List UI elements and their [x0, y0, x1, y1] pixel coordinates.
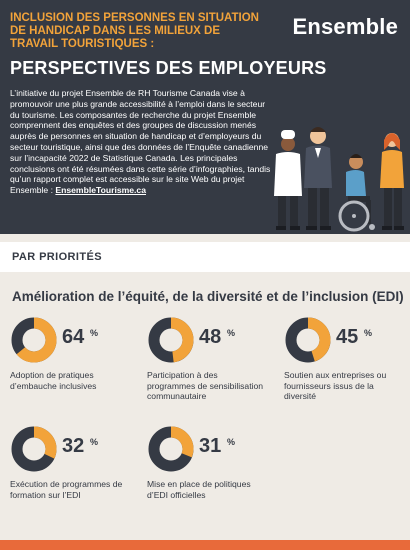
stat-item: 64 % Adoption de pratiques d’embauche in…	[10, 316, 140, 416]
wheelchair-user-figure	[338, 154, 375, 232]
stat-item: 31 % Mise en place de politiques d’EDI o…	[147, 425, 277, 525]
website-link[interactable]: EnsembleTourisme.ca	[55, 185, 146, 196]
donut-fill	[148, 426, 194, 472]
stat-value: 31	[199, 435, 222, 457]
stat-label: Participation à des programmes de sensib…	[147, 370, 264, 401]
brand-name: Ensemble	[292, 14, 398, 39]
stat-item: 48 % Participation à des programmes de s…	[147, 316, 277, 416]
donut-fill	[11, 426, 57, 472]
section-subheading: Amélioration de l’équité, de la diversit…	[12, 289, 404, 304]
stat-label: Adoption de pratiques d’embauche inclusi…	[10, 370, 97, 391]
intro-paragraph: L’initiative du projet Ensemble de RH To…	[10, 88, 273, 196]
server-figure	[380, 133, 404, 230]
stat-unit: %	[227, 328, 236, 338]
donut-fill	[11, 317, 57, 363]
donut-chart	[148, 426, 194, 472]
stat-unit: %	[227, 437, 236, 447]
section-label-bar: PAR PRIORITÉS	[0, 242, 410, 272]
manager-figure	[304, 127, 332, 230]
stat-value: 32	[62, 435, 85, 457]
header-banner: INCLUSION DES PERSONNES EN SITUATION DE …	[0, 0, 410, 234]
stat-value: 48	[199, 326, 222, 348]
donut-chart	[11, 317, 57, 363]
page-title: PERSPECTIVES DES EMPLOYEURS	[10, 58, 327, 78]
donut-chart	[148, 317, 194, 363]
stat-unit: %	[90, 437, 99, 447]
stat-label: Soutien aux entreprises ou fournisseurs …	[284, 370, 387, 401]
stat-value: 45	[336, 326, 359, 348]
stat-label: Exécution de programmes de formation sur…	[10, 479, 123, 500]
brand-logo: Ensemble	[292, 14, 398, 40]
donut-chart	[11, 426, 57, 472]
stat-unit: %	[364, 328, 373, 338]
stat-item: 32 % Exécution de programmes de formatio…	[10, 425, 140, 525]
intro-text: L’initiative du projet Ensemble de RH To…	[10, 88, 271, 196]
stat-unit: %	[90, 328, 99, 338]
section-label: PAR PRIORITÉS	[12, 251, 102, 263]
stat-value: 64	[62, 326, 85, 348]
header-kicker: INCLUSION DES PERSONNES EN SITUATION DE …	[10, 12, 259, 50]
people-group-illustration	[274, 127, 404, 232]
chef-figure	[274, 130, 302, 230]
donut-fill	[148, 317, 194, 363]
stat-label: Mise en place de politiques d’EDI offici…	[147, 479, 251, 500]
donut-chart	[285, 317, 331, 363]
donut-fill	[285, 317, 331, 363]
footer-accent-bar	[0, 540, 410, 550]
stat-item: 45 % Soutien aux entreprises ou fourniss…	[284, 316, 410, 416]
